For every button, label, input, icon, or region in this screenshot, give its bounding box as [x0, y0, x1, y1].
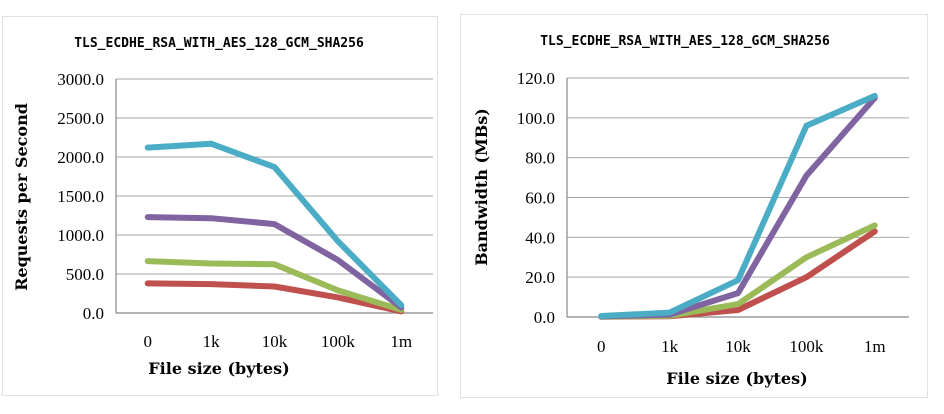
chart-title: TLS_ECDHE_RSA_WITH_AES_128_GCM_SHA256 [74, 36, 364, 51]
y-tick-labels: 0.0 500.0 1000.0 1500.0 2000.0 2500.0 3000.0 [57, 70, 104, 323]
x-axis-label: File size (bytes) [666, 369, 807, 388]
y-tick-label: 80.0 [525, 149, 555, 168]
bandwidth-chart: TLS_ECDHE_RSA_WITH_AES_128_GCM_SHA256 0.… [460, 14, 928, 398]
y-tick-label: 2000.0 [57, 148, 104, 167]
y-tick-label: 0.0 [534, 308, 555, 327]
series-line [598, 222, 878, 320]
gridlines [115, 78, 433, 314]
series-line [144, 258, 405, 313]
x-axis-label: File size (bytes) [148, 359, 289, 378]
y-axis-label: Bandwidth (MBs) [472, 108, 491, 266]
bandwidth-chart-svg: TLS_ECDHE_RSA_WITH_AES_128_GCM_SHA256 0.… [472, 34, 909, 388]
y-tick-label: 20.0 [525, 268, 555, 287]
series-line [598, 94, 878, 320]
x-tick-labels: 0 1k 10k 100k 1m [143, 332, 412, 351]
series-lines [598, 92, 878, 320]
y-tick-label: 100.0 [517, 109, 555, 128]
y-tick-label: 120.0 [517, 69, 555, 88]
x-tick-label: 10k [262, 332, 288, 351]
y-tick-label: 500.0 [66, 265, 104, 284]
y-tick-label: 60.0 [525, 189, 555, 208]
x-tick-label: 0 [143, 332, 152, 351]
y-tick-label: 3000.0 [57, 70, 104, 89]
y-tick-labels: 0.0 20.0 40.0 60.0 80.0 100.0 120.0 [517, 69, 555, 327]
requests-chart-svg: TLS_ECDHE_RSA_WITH_AES_128_GCM_SHA256 0.… [12, 36, 433, 378]
chart-title: TLS_ECDHE_RSA_WITH_AES_128_GCM_SHA256 [540, 34, 830, 49]
series-line [598, 92, 878, 319]
y-axis-label: Requests per Second [12, 103, 31, 291]
series-lines [144, 140, 405, 315]
x-tick-label: 0 [597, 337, 606, 356]
series-line [144, 140, 405, 309]
x-tick-label: 1m [864, 337, 886, 356]
y-tick-label: 0.0 [83, 304, 104, 323]
y-tick-label: 1500.0 [57, 187, 104, 206]
x-tick-label: 100k [789, 337, 824, 356]
x-tick-label: 1k [203, 332, 221, 351]
x-tick-label: 10k [725, 337, 751, 356]
x-tick-labels: 0 1k 10k 100k 1m [597, 337, 886, 356]
x-tick-label: 100k [321, 332, 356, 351]
requests-per-second-chart: TLS_ECDHE_RSA_WITH_AES_128_GCM_SHA256 0.… [2, 16, 438, 396]
y-tick-label: 40.0 [525, 228, 555, 247]
x-tick-label: 1k [661, 337, 679, 356]
y-tick-label: 1000.0 [57, 226, 104, 245]
series-line [144, 214, 405, 311]
y-tick-label: 2500.0 [57, 109, 104, 128]
series-line [144, 280, 405, 315]
x-tick-label: 1m [390, 332, 412, 351]
